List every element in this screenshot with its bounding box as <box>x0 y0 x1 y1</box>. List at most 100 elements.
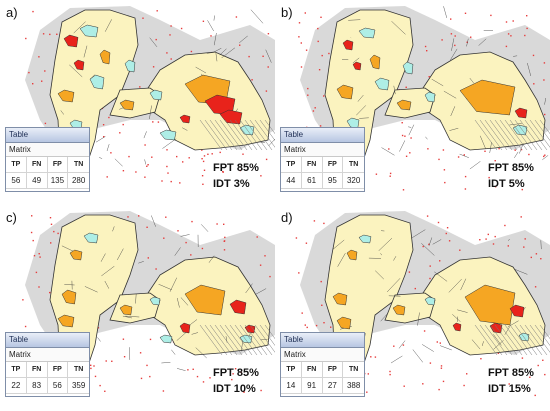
point-marker <box>535 253 538 255</box>
point-marker <box>196 375 199 378</box>
threshold-metrics: FPT 85% IDT 15% <box>488 365 534 397</box>
boundary-line <box>158 284 172 290</box>
boundary-line <box>432 239 442 245</box>
header-fn: FN <box>26 157 48 173</box>
point-marker <box>323 322 325 324</box>
value-tn: 320 <box>343 173 364 189</box>
point-marker <box>242 391 245 393</box>
hatch-line <box>489 324 513 356</box>
point-marker <box>260 389 262 392</box>
true-positive-area <box>229 299 247 315</box>
boundary-line <box>161 362 171 364</box>
boundary-line <box>332 239 345 250</box>
confusion-matrix-table: Table Matrix TP FN FP TN 22 83 56 359 <box>5 332 90 397</box>
point-marker <box>170 25 172 27</box>
point-marker <box>304 324 306 326</box>
point-marker <box>187 369 189 371</box>
false-negative-area <box>57 314 75 328</box>
point-marker <box>190 254 192 256</box>
point-marker <box>422 245 424 248</box>
point-marker <box>239 44 241 46</box>
boundary-line <box>540 240 542 250</box>
point-marker <box>49 217 52 219</box>
point-marker <box>317 40 319 43</box>
point-marker <box>367 373 369 375</box>
boundary-line <box>201 224 209 232</box>
point-marker <box>301 312 303 314</box>
point-marker <box>251 79 253 81</box>
point-marker <box>229 370 232 372</box>
table-subtitle: Matrix <box>6 348 89 362</box>
boundary-line <box>509 123 522 126</box>
point-marker <box>147 257 149 259</box>
boundary-line <box>117 248 124 261</box>
point-marker <box>389 370 391 373</box>
point-marker <box>41 80 43 82</box>
point-marker <box>429 265 431 267</box>
hatch-line <box>519 324 543 356</box>
value-fn: 61 <box>301 173 323 189</box>
point-marker <box>146 364 148 367</box>
point-marker <box>534 286 537 288</box>
boundary-line <box>381 147 395 156</box>
point-marker <box>534 394 536 397</box>
point-marker <box>209 377 211 379</box>
boundary-line <box>100 253 106 262</box>
table-title: Table <box>281 333 364 348</box>
false-positive-area <box>124 59 136 73</box>
point-marker <box>139 352 142 354</box>
point-marker <box>438 158 440 161</box>
hatch-line <box>249 324 273 356</box>
header-tn: TN <box>343 362 364 378</box>
hatch-line <box>209 119 233 151</box>
point-marker <box>450 18 452 20</box>
point-marker <box>203 155 206 157</box>
point-marker <box>479 239 481 241</box>
point-marker <box>404 135 406 137</box>
boundary-line <box>507 239 510 241</box>
base-polygon <box>109 87 161 119</box>
point-marker <box>439 260 441 262</box>
boundary-line <box>421 344 434 352</box>
point-marker <box>459 249 461 251</box>
point-marker <box>235 16 238 18</box>
point-marker <box>410 137 412 139</box>
point-marker <box>480 358 482 360</box>
boundary-line <box>212 48 222 53</box>
boundary-line <box>191 332 199 335</box>
false-positive-area <box>89 74 105 90</box>
point-marker <box>190 50 193 53</box>
point-marker <box>542 359 544 361</box>
table-subtitle: Matrix <box>281 143 364 157</box>
point-marker <box>33 255 36 257</box>
point-marker <box>135 171 137 173</box>
point-marker <box>169 34 171 36</box>
boundary-line <box>84 286 98 293</box>
boundary-line <box>83 45 88 58</box>
point-marker <box>39 256 41 258</box>
boundary-line <box>64 284 75 286</box>
point-marker <box>267 66 269 68</box>
boundary-line <box>411 229 426 239</box>
false-positive-area <box>358 27 376 39</box>
value-tp: 44 <box>281 173 302 189</box>
point-marker <box>106 176 108 178</box>
point-marker <box>464 175 467 178</box>
point-marker <box>466 41 468 43</box>
point-marker <box>22 299 24 301</box>
boundary-line <box>174 247 181 256</box>
point-marker <box>44 122 47 125</box>
point-marker <box>389 172 392 175</box>
boundary-line <box>460 278 467 291</box>
point-marker <box>104 390 106 392</box>
header-tn: TN <box>68 157 89 173</box>
header-fn: FN <box>26 362 48 378</box>
hatch-line <box>204 324 228 356</box>
point-marker <box>543 155 545 158</box>
boundary-line <box>431 78 444 87</box>
boundary-line <box>359 117 369 119</box>
point-marker <box>457 156 460 158</box>
true-positive-area <box>204 94 236 116</box>
point-marker <box>146 165 148 167</box>
header-tp: TP <box>281 362 302 378</box>
